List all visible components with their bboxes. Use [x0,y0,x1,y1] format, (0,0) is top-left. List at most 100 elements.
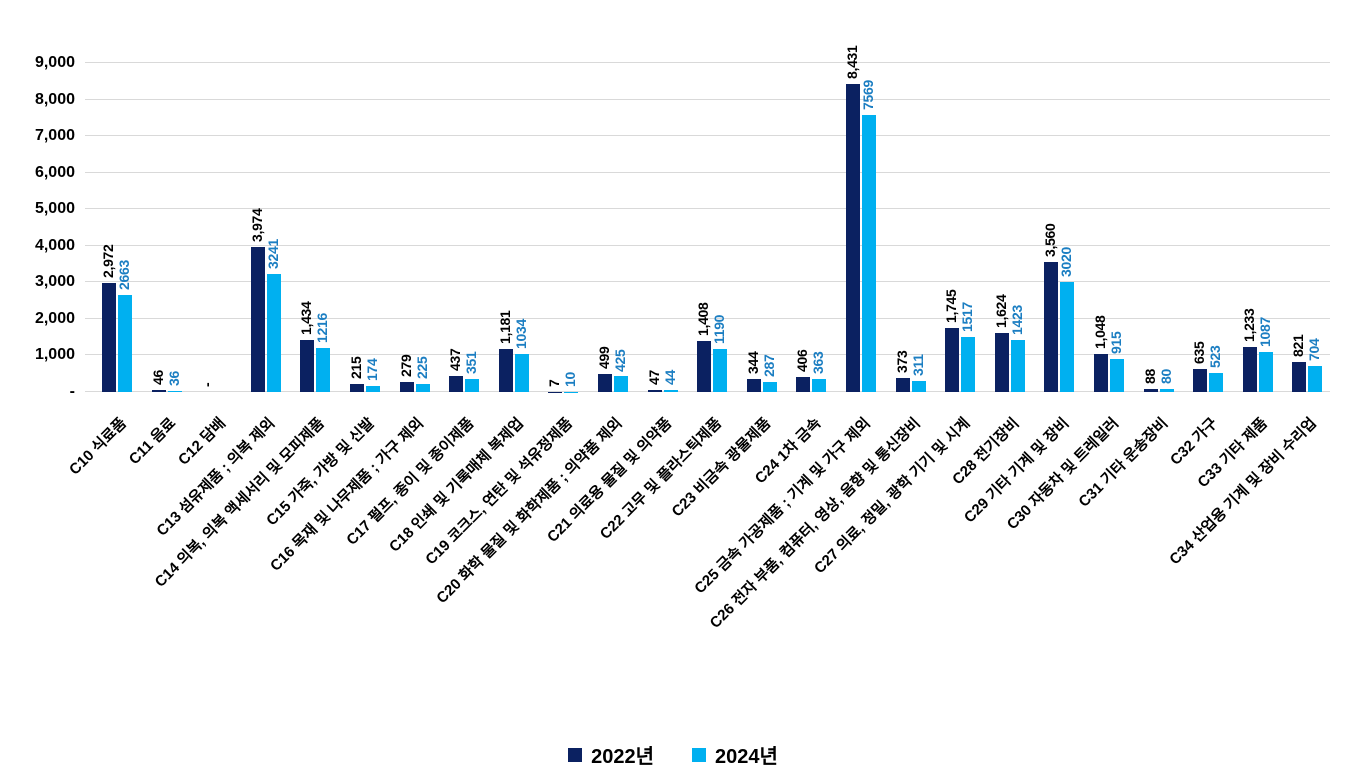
bar-2022-c11 [151,390,166,392]
value-label-2022-c14: 1,434 [298,301,315,335]
value-label-2024-c13: 3241 [264,238,281,269]
bar-2022-c16 [399,381,414,392]
bar-2024-c26 [911,380,926,392]
bar-2022-c10 [102,283,116,392]
value-label-2024-c20: 425 [612,349,628,372]
y-tick-label: 7,000 [34,127,75,145]
value-label-2022-c25: 8,431 [844,45,860,79]
legend-label-2024: 2024년 [715,746,778,768]
plot-area: 2,972 2663 46 36 - 3,974 3241 1,434 1216 215 174 27… [85,0,1330,392]
value-label-2024-c21: 44 [661,370,678,386]
gridline [85,317,1330,319]
bar-2024-c34 [1308,366,1323,392]
bar-2022-c26 [895,378,910,392]
value-label-2024-c29: 3020 [1058,246,1075,277]
gridline [85,281,1330,283]
value-label-2024-c10: 2663 [116,259,132,290]
y-tick-label: 4,000 [34,236,75,254]
bar-2024-c22 [713,348,728,392]
bar-2024-c13 [266,273,281,392]
value-label-2022-c13: 3,974 [248,208,265,242]
bar-2024-c30 [1110,358,1124,392]
value-label-2022-c23: 344 [744,351,761,375]
bar-2024-c16 [415,383,430,392]
bar-2022-c17 [449,376,464,392]
value-label-2022-c34: 821 [1290,334,1307,357]
value-label-2022-c31: 88 [1141,368,1158,384]
value-label-2022-c28: 1,624 [992,294,1009,328]
x-axis-label-c31: C31 기타 운송장비 [1075,414,1172,511]
gridline [85,244,1330,246]
value-label-2022-c11: 46 [149,370,166,386]
value-label-2024-c26: 311 [909,353,926,376]
value-label-2022-c19: 7 [546,379,563,387]
bar-2024-c11 [167,390,182,392]
value-label-2024-c18: 1034 [512,319,529,350]
bar-2022-c24 [796,377,811,392]
value-label-2022-c24: 406 [794,349,811,373]
value-label-2022-c12: - [199,382,216,387]
legend-label-2022: 2022년 [591,746,654,768]
bar-2022-c14 [300,339,315,392]
value-label-2024-c15: 174 [364,358,380,381]
x-axis-label-c10: C10 식료품 [66,414,130,479]
legend-swatch-2022-icon [568,747,583,762]
value-label-2024-c17: 351 [463,351,480,375]
value-label-2024-c14: 1216 [314,312,331,343]
bar-2024-c14 [316,347,331,392]
value-label-2022-c22: 1,408 [695,301,712,336]
y-tick-label: - [69,383,75,400]
bar-2022-c23 [746,379,761,392]
bar-2022-c22 [697,340,712,392]
value-label-2024-c25: 7569 [860,80,876,111]
value-label-2022-c33: 1,233 [1240,308,1257,342]
value-label-2022-c32: 635 [1191,341,1208,364]
bar-2024-c29 [1060,281,1075,392]
bar-2024-c24 [812,378,827,392]
bar-2022-c18 [498,348,513,392]
bar-2024-c21 [663,390,678,392]
value-label-2022-c17: 437 [447,348,464,371]
value-label-2022-c27: 1,745 [943,289,960,324]
bar-2022-c32 [1193,368,1208,392]
value-label-2024-c11: 36 [165,370,182,386]
bar-2024-c23 [762,381,777,392]
value-label-2024-c24: 363 [810,351,827,374]
y-tick-label: 2,000 [34,309,75,327]
bar-2024-c20 [614,376,628,392]
value-label-2024-c19: 10 [562,371,579,387]
bar-2022-c34 [1292,362,1307,392]
y-tick-label: 8,000 [34,90,75,108]
value-label-2024-c30: 915 [1108,331,1124,354]
bar-2024-c10 [118,294,132,392]
legend-item-2022: 2022년 [568,740,654,769]
y-axis: - 1,000 2,000 3,000 4,000 5,000 6,000 7,000 8,00… [0,0,75,400]
bar-2022-c20 [598,373,612,392]
bar-2022-c15 [350,384,364,392]
value-label-2024-c34: 704 [1306,338,1323,362]
value-label-2024-c33: 1087 [1256,317,1273,348]
y-tick-label: 1,000 [34,346,75,364]
gridline [85,208,1330,210]
bar-2024-c18 [514,354,529,392]
value-label-2022-c26: 373 [893,350,910,374]
y-tick-label: 3,000 [34,273,75,291]
bar-2022-c28 [994,332,1009,392]
y-tick-label: 5,000 [34,200,75,218]
legend: 2022년 2024년 [0,740,1346,769]
value-label-2022-c16: 279 [397,354,414,377]
value-label-2022-c18: 1,181 [496,310,513,344]
y-tick-label: 9,000 [34,54,75,71]
bar-2024-c17 [465,379,480,392]
bar-2022-c27 [945,328,960,392]
value-label-2024-c28: 1423 [1008,305,1025,335]
gridline [85,171,1330,173]
value-label-2024-c31: 80 [1157,369,1174,385]
bar-2022-c30 [1094,353,1108,392]
bar-2022-c13 [250,246,265,392]
bar-2022-c29 [1044,261,1059,392]
gridline [85,135,1330,137]
value-label-2024-c23: 287 [760,354,777,377]
bar-2024-c32 [1209,372,1224,392]
